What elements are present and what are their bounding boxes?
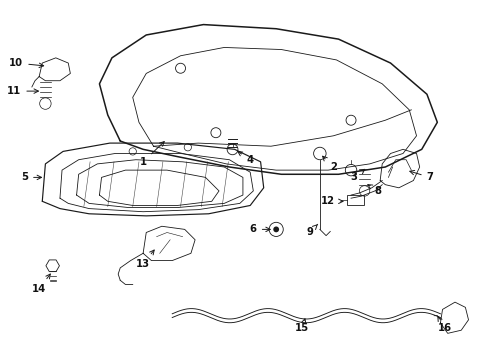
Text: 2: 2 xyxy=(322,156,337,172)
Text: 15: 15 xyxy=(295,319,309,333)
Text: 14: 14 xyxy=(32,274,50,294)
Text: 11: 11 xyxy=(7,86,38,96)
Text: 16: 16 xyxy=(438,316,452,333)
Text: 3: 3 xyxy=(351,169,365,183)
Text: 5: 5 xyxy=(21,172,42,183)
Text: 9: 9 xyxy=(306,224,318,238)
Text: 10: 10 xyxy=(9,58,44,68)
Text: 1: 1 xyxy=(140,141,164,167)
Text: 12: 12 xyxy=(321,196,343,206)
Text: 6: 6 xyxy=(250,224,270,234)
Circle shape xyxy=(273,226,279,232)
Text: 13: 13 xyxy=(136,250,154,269)
Text: 7: 7 xyxy=(410,170,434,183)
Text: 4: 4 xyxy=(238,152,254,165)
Text: 8: 8 xyxy=(368,185,382,196)
